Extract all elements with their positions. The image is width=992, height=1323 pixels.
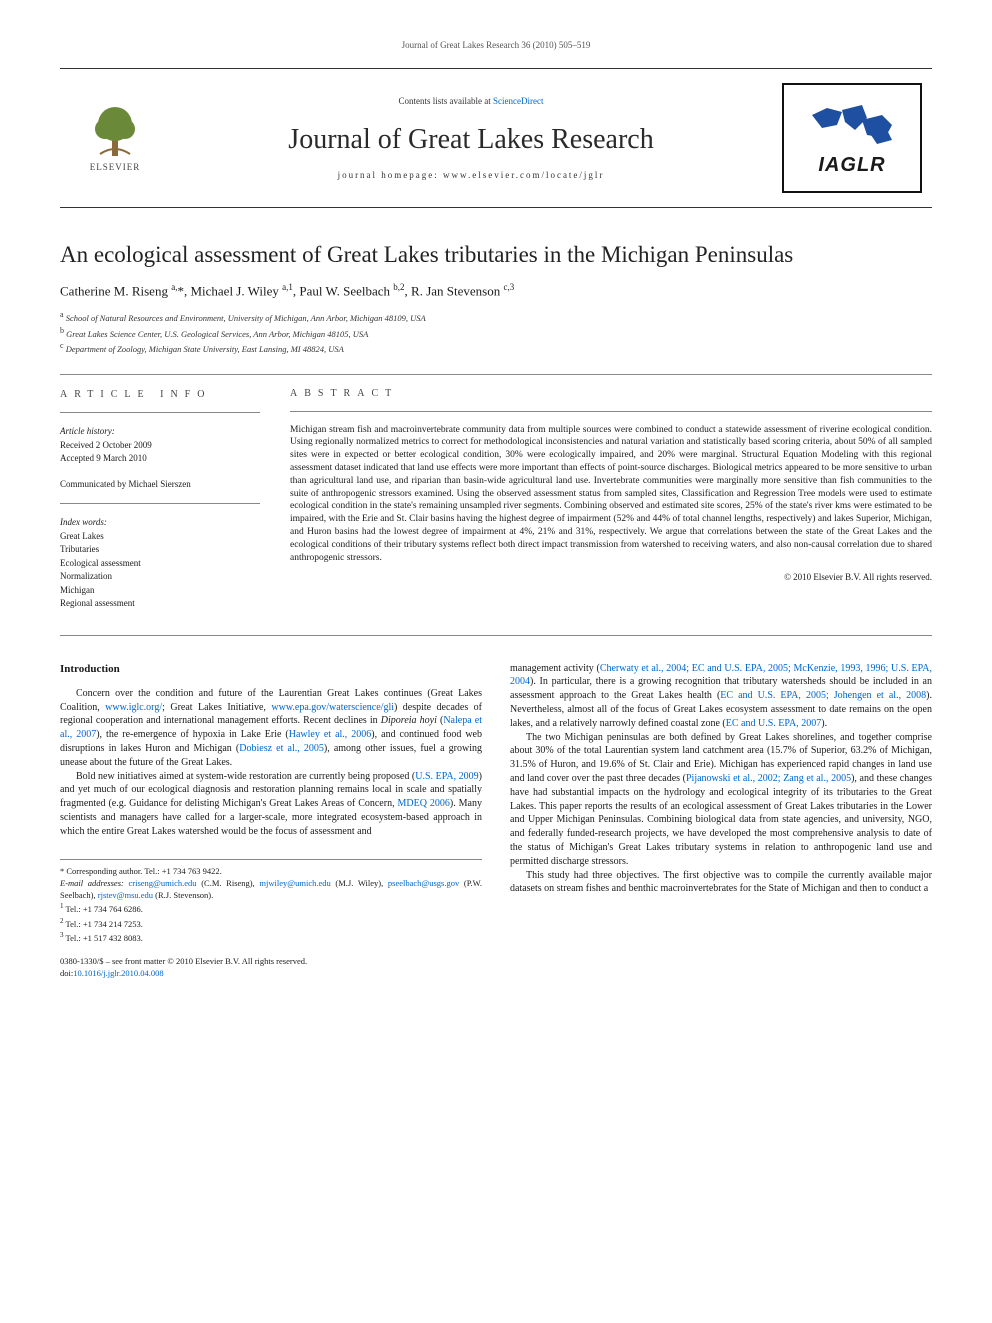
affil-text: School of Natural Resources and Environm…: [66, 313, 426, 323]
journal-name: Journal of Great Lakes Research: [288, 124, 653, 156]
journal-homepage-line: journal homepage: www.elsevier.com/locat…: [338, 170, 605, 180]
affiliation-b: b Great Lakes Science Center, U.S. Geolo…: [60, 325, 932, 341]
keyword: Normalization: [60, 570, 260, 584]
affiliation-a: a School of Natural Resources and Enviro…: [60, 309, 932, 325]
keyword: Michigan: [60, 584, 260, 598]
keyword: Tributaries: [60, 543, 260, 557]
emails-label: E-mail addresses:: [60, 878, 124, 888]
body-paragraph: Bold new initiatives aimed at system-wid…: [60, 770, 482, 839]
article-info: ARTICLE INFO Article history: Received 2…: [60, 387, 260, 623]
keywords-list: Great Lakes Tributaries Ecological asses…: [60, 530, 260, 611]
doi-line: doi:10.1016/j.jglr.2010.04.008: [60, 968, 482, 980]
column-left: Introduction Concern over the condition …: [60, 662, 482, 980]
running-head: Journal of Great Lakes Research 36 (2010…: [60, 40, 932, 50]
tel-text: Tel.: +1 734 764 6286.: [66, 904, 143, 914]
great-lakes-icon: [807, 100, 897, 148]
doi-link[interactable]: 10.1016/j.jglr.2010.04.008: [73, 968, 163, 978]
corresponding-author: * Corresponding author. Tel.: +1 734 763…: [60, 865, 482, 877]
footnote-tel-3: 3 Tel.: +1 517 432 8083.: [60, 930, 482, 944]
emails-list: criseng@umich.edu (C.M. Riseng), mjwiley…: [60, 878, 482, 900]
affil-sup: b: [60, 326, 64, 335]
homepage-url: www.elsevier.com/locate/jglr: [443, 170, 604, 180]
elsevier-tree-icon: [90, 104, 140, 159]
abstract-copyright: © 2010 Elsevier B.V. All rights reserved…: [290, 571, 932, 583]
email-addresses: E-mail addresses: criseng@umich.edu (C.M…: [60, 877, 482, 902]
accepted-date: Accepted 9 March 2010: [60, 452, 260, 466]
keyword: Ecological assessment: [60, 557, 260, 571]
article-history: Article history: Received 2 October 2009…: [60, 425, 260, 466]
footnote-tel-2: 2 Tel.: +1 734 214 7253.: [60, 916, 482, 930]
footer-block: 0380-1330/$ – see front matter © 2010 El…: [60, 956, 482, 980]
column-right: management activity (Cherwaty et al., 20…: [510, 662, 932, 980]
divider: [60, 635, 932, 636]
keyword: Regional assessment: [60, 597, 260, 611]
contents-prefix: Contents lists available at: [399, 96, 493, 106]
abstract: ABSTRACT Michigan stream fish and macroi…: [290, 387, 932, 623]
issn-line: 0380-1330/$ – see front matter © 2010 El…: [60, 956, 482, 968]
body-columns: Introduction Concern over the condition …: [60, 662, 932, 980]
divider: [60, 374, 932, 375]
affil-sup: c: [60, 341, 64, 350]
iaglr-badge: IAGLR: [782, 83, 922, 193]
elsevier-wordmark: ELSEVIER: [90, 162, 141, 172]
iaglr-wordmark: IAGLR: [818, 154, 885, 177]
divider: [290, 411, 932, 412]
affil-text: Great Lakes Science Center, U.S. Geologi…: [66, 329, 368, 339]
body-paragraph: Concern over the condition and future of…: [60, 687, 482, 770]
affil-text: Department of Zoology, Michigan State Un…: [66, 344, 344, 354]
doi-prefix: doi:: [60, 968, 73, 978]
history-heading: Article history:: [60, 425, 260, 439]
affil-sup: a: [60, 310, 64, 319]
tel-text: Tel.: +1 734 214 7253.: [66, 918, 143, 928]
elsevier-logo-block: ELSEVIER: [60, 69, 170, 207]
received-date: Received 2 October 2009: [60, 439, 260, 453]
footnote-tel-1: 1 Tel.: +1 734 764 6286.: [60, 901, 482, 915]
masthead-center: Contents lists available at ScienceDirec…: [170, 69, 772, 207]
communicated-by: Communicated by Michael Sierszen: [60, 478, 260, 492]
affiliations: a School of Natural Resources and Enviro…: [60, 309, 932, 356]
intro-heading: Introduction: [60, 662, 482, 677]
keyword: Great Lakes: [60, 530, 260, 544]
homepage-prefix: journal homepage:: [338, 170, 443, 180]
affiliation-c: c Department of Zoology, Michigan State …: [60, 340, 932, 356]
abstract-text: Michigan stream fish and macroinvertebra…: [290, 424, 932, 565]
body-paragraph: This study had three objectives. The fir…: [510, 869, 932, 897]
sciencedirect-link[interactable]: ScienceDirect: [493, 96, 543, 106]
divider: [60, 503, 260, 504]
body-paragraph: management activity (Cherwaty et al., 20…: [510, 662, 932, 731]
abstract-label: ABSTRACT: [290, 387, 932, 401]
masthead: ELSEVIER Contents lists available at Sci…: [60, 68, 932, 208]
footnotes: * Corresponding author. Tel.: +1 734 763…: [60, 859, 482, 944]
author-list: Catherine M. Riseng a,*, Michael J. Wile…: [60, 282, 932, 299]
index-heading: Index words:: [60, 516, 260, 530]
body-paragraph: The two Michigan peninsulas are both def…: [510, 731, 932, 869]
info-abstract-row: ARTICLE INFO Article history: Received 2…: [60, 387, 932, 623]
iaglr-badge-block: IAGLR: [772, 69, 932, 207]
article-info-label: ARTICLE INFO: [60, 387, 260, 402]
contents-available-line: Contents lists available at ScienceDirec…: [399, 96, 544, 106]
elsevier-logo: ELSEVIER: [75, 93, 155, 183]
index-words: Index words: Great Lakes Tributaries Eco…: [60, 516, 260, 611]
divider: [60, 412, 260, 413]
article-title: An ecological assessment of Great Lakes …: [60, 242, 932, 268]
tel-text: Tel.: +1 517 432 8083.: [66, 933, 143, 943]
